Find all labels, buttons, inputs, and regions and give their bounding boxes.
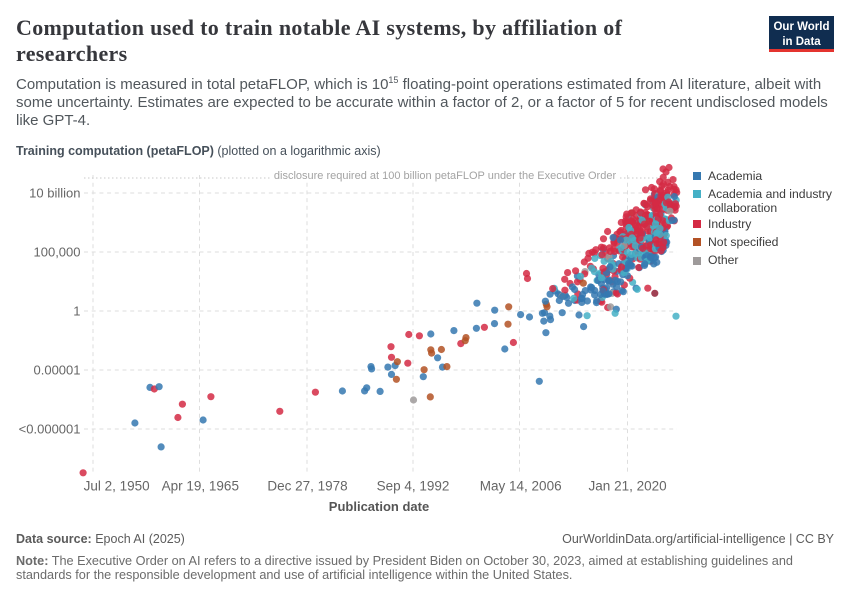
svg-text:May 14, 2006: May 14, 2006 [480, 479, 562, 494]
svg-text:Dec 27, 1978: Dec 27, 1978 [267, 479, 347, 494]
svg-text:10 billion: 10 billion [29, 186, 80, 201]
svg-text:disclosure required at 100 bil: disclosure required at 100 billion petaF… [274, 170, 617, 182]
svg-text:0.00001: 0.00001 [34, 363, 81, 378]
svg-text:Publication date: Publication date [329, 499, 429, 514]
svg-text:Apr 19, 1965: Apr 19, 1965 [162, 479, 239, 494]
svg-text:<0.000001: <0.000001 [19, 422, 81, 437]
svg-text:100,000: 100,000 [34, 245, 81, 260]
svg-text:1: 1 [73, 304, 80, 319]
svg-text:Jan 21, 2020: Jan 21, 2020 [589, 479, 667, 494]
svg-text:Sep 4, 1992: Sep 4, 1992 [377, 479, 450, 494]
svg-text:Jul 2, 1950: Jul 2, 1950 [84, 479, 150, 494]
